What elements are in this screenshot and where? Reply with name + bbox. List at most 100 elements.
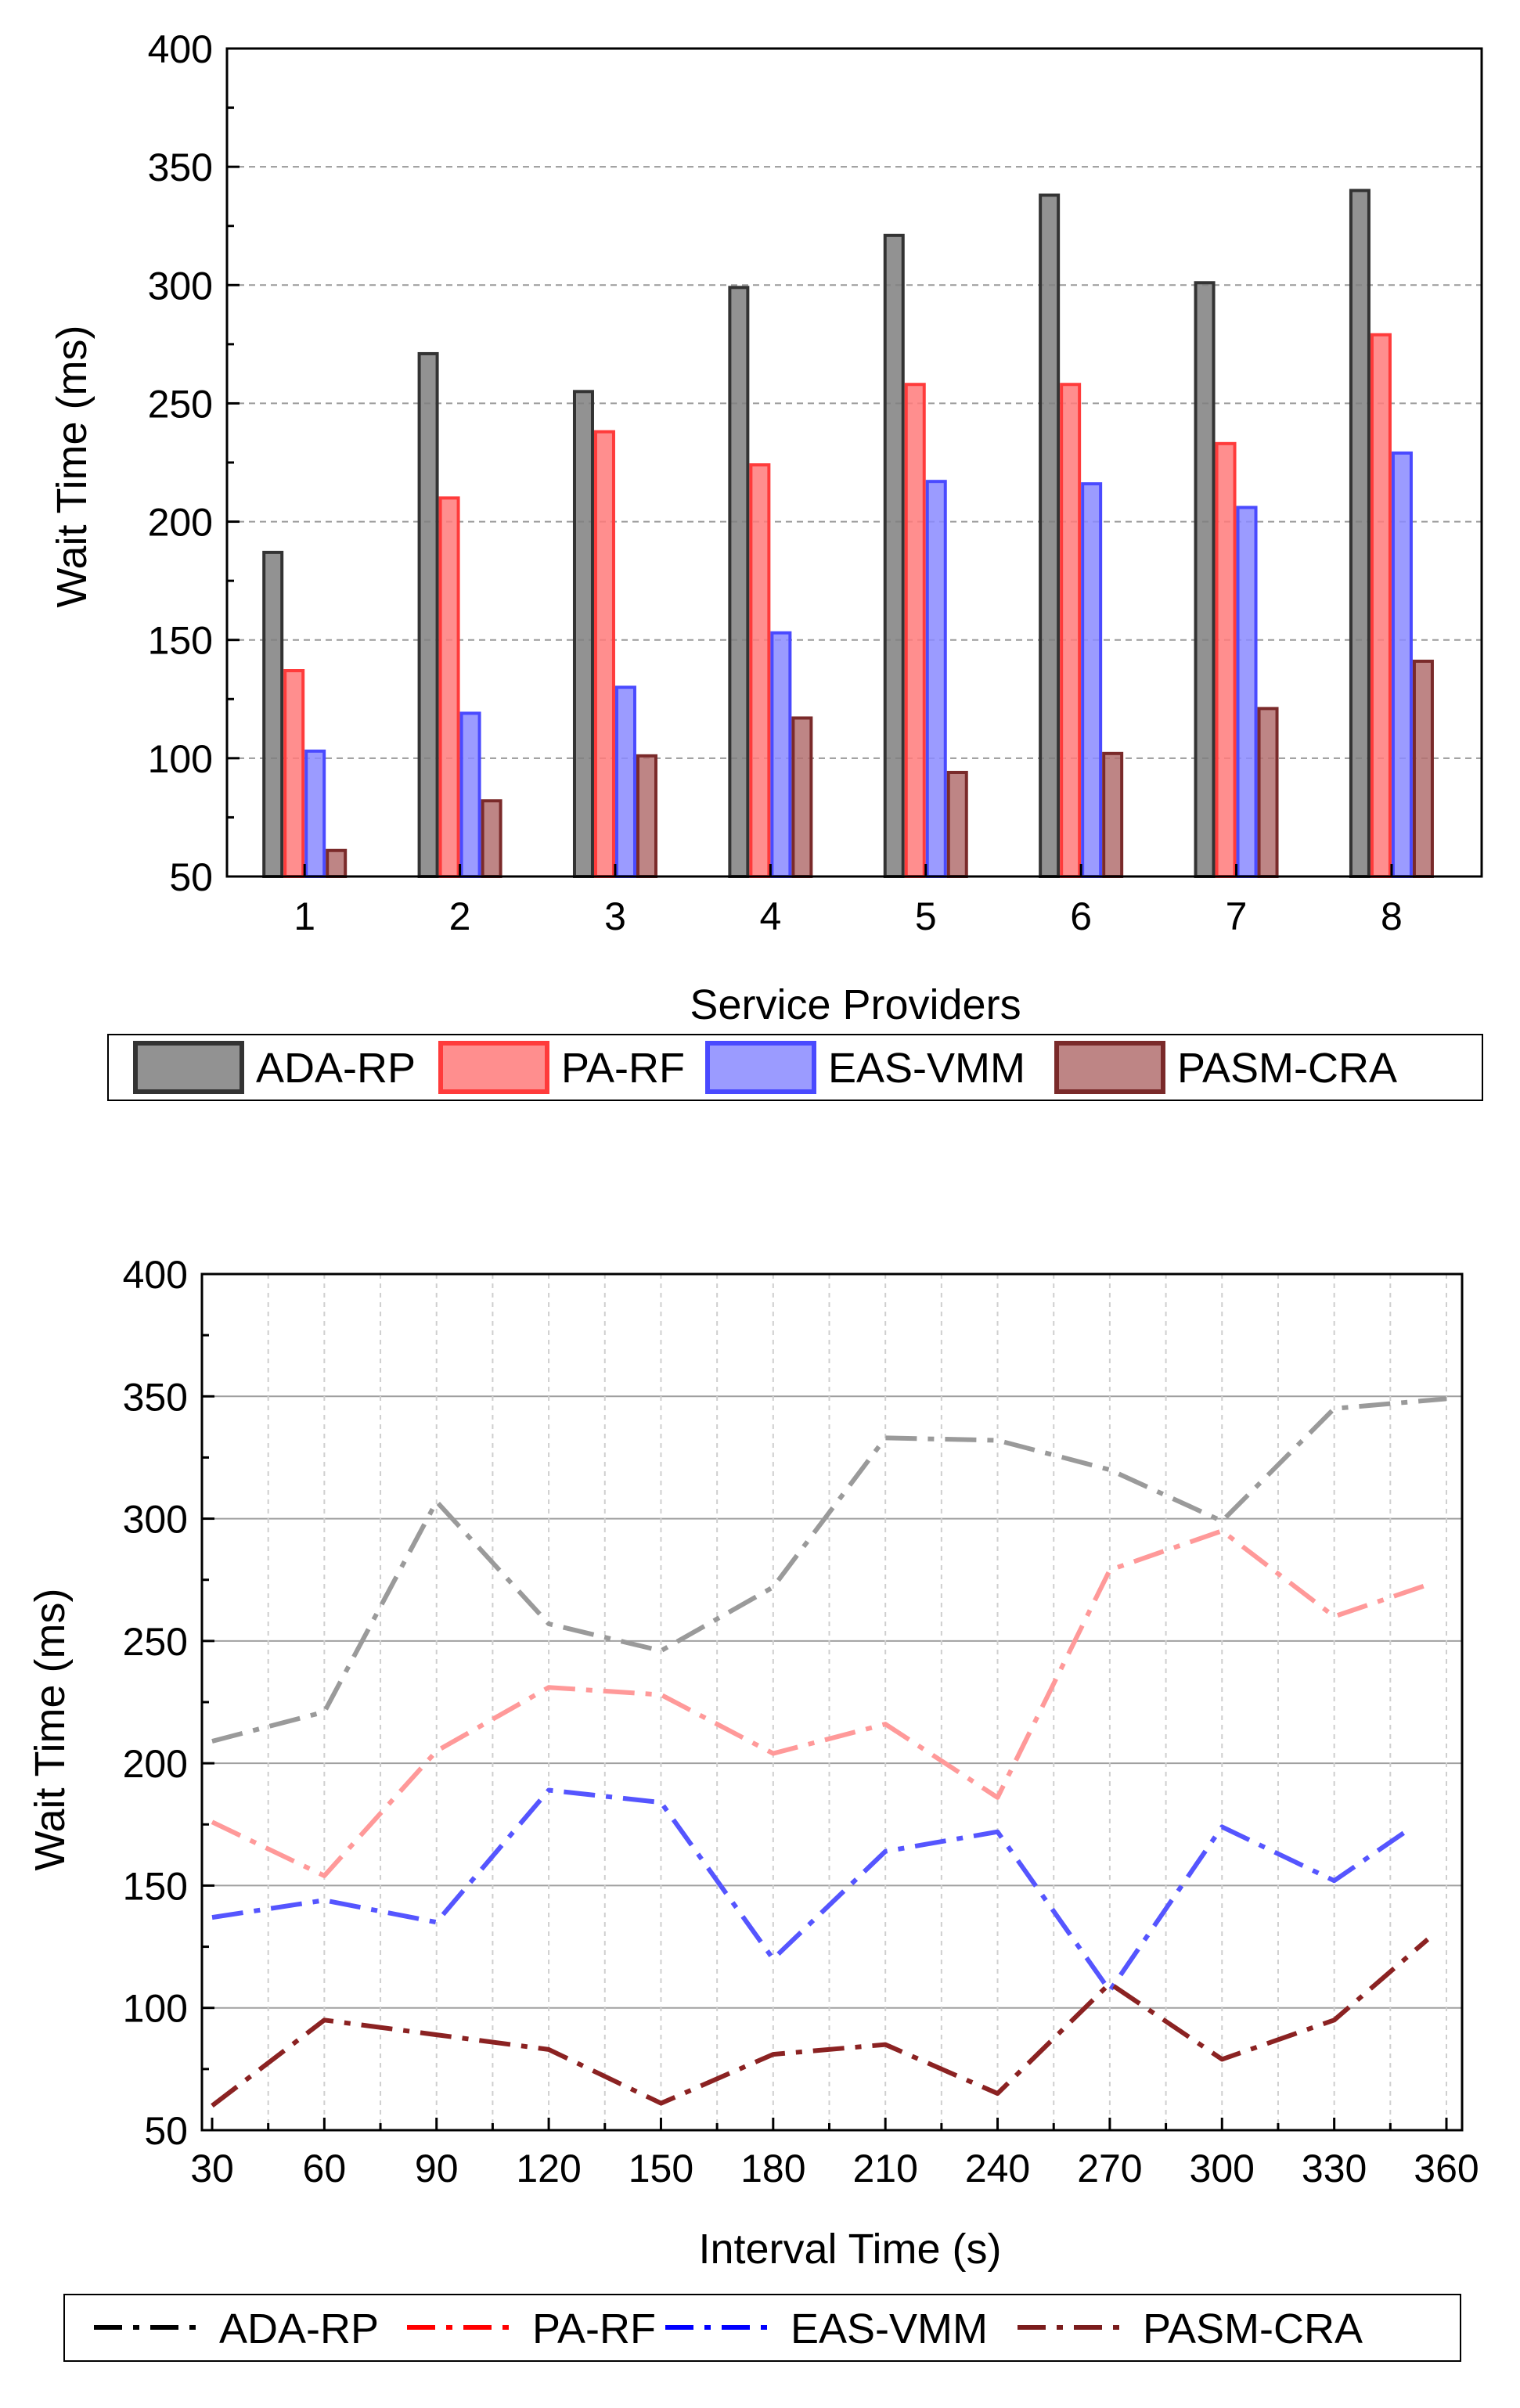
bar-y-tick-label: 300 [148,264,213,308]
bar-eas-vmm-7 [1236,506,1258,878]
line-legend-label: EAS-VMM [791,2305,988,2352]
bar-eas-vmm-3 [614,686,636,879]
bar-legend-label: PA-RF [561,1045,685,1092]
line-x-axis-title: Interval Time (s) [698,2226,1001,2273]
line-y-tick-label: 100 [123,1987,188,2031]
bar-x-ticks: 1 2 3 4 5 6 7 8 [294,864,1403,938]
line-series-pasm-cra [211,1937,1430,2108]
bar-legend-swatch-ada-rp [133,1041,244,1094]
line-legend-label: PASM-CRA [1143,2305,1363,2352]
line-y-tick-label: 150 [123,1864,188,1908]
bar-ada-rp-2 [417,351,439,879]
bar-y-tick-label: 200 [148,501,213,545]
bar-y-tick-label: 250 [148,382,213,426]
bar-pa-rf-6 [1060,383,1082,878]
bar-y-tick-label: 100 [148,737,213,781]
bar-pa-rf-3 [593,430,615,878]
bar-y-axis-title: Wait Time (ms) [49,326,95,608]
bar-pa-rf-5 [904,383,926,878]
bar-gridlines [227,166,1482,759]
bar-ada-rp-3 [572,390,594,879]
line-y-tick-label: 250 [123,1620,188,1664]
line-x-tick-label: 360 [1414,2147,1479,2190]
line-x-tick-label: 180 [740,2147,805,2190]
line-y-tick-label: 200 [123,1742,188,1786]
bar-ada-rp-4 [728,286,750,878]
bar-ada-rp-8 [1349,189,1371,879]
line-x-tick-label: 240 [965,2147,1030,2190]
bar-pa-rf-4 [749,463,771,878]
line-y-tick-label: 50 [144,2109,188,2153]
line-y-tick-label: 400 [123,1253,188,1297]
line-x-tick-label: 30 [190,2147,234,2190]
line-plot-frame [200,1272,1464,2132]
bar-marks [262,189,1434,879]
line-x-tick-label: 300 [1190,2147,1255,2190]
bar-pasm-cra-1 [326,848,348,878]
bar-ada-rp-6 [1039,193,1061,879]
bar-pasm-cra-7 [1257,707,1279,878]
bar-pa-rf-2 [438,496,460,878]
bar-legend-label: PASM-CRA [1177,1045,1397,1092]
bar-legend-label: EAS-VMM [828,1045,1025,1092]
line-x-tick-label: 150 [629,2147,693,2190]
bar-eas-vmm-4 [770,631,792,878]
line-y-tick-label: 300 [123,1498,188,1542]
line-x-tick-label: 270 [1077,2147,1142,2190]
bar-legend: ADA-RP PA-RF EAS-VMM PASM-CRA [107,1034,1483,1101]
bar-eas-vmm-8 [1391,451,1413,878]
line-x-tick-label: 90 [415,2147,459,2190]
bar-x-tick-label: 6 [1070,894,1092,938]
bar-x-axis-title: Service Providers [690,981,1021,1028]
bar-eas-vmm-6 [1081,482,1103,878]
line-series-eas-vmm [211,1787,1410,1993]
bar-plot-frame [225,47,1483,878]
bar-ada-rp-7 [1194,281,1216,878]
line-chart: 50 100 150 200 250 300 350 400 30 60 90 120 150 180 2… [27,1253,1479,2362]
bar-pasm-cra-3 [636,754,657,878]
bar-ada-rp-5 [883,233,905,878]
bar-x-tick-label: 3 [604,894,626,938]
line-series-ada-rp [211,1396,1447,1744]
bar-y-ticks: 50 100 150 200 250 300 350 400 [148,27,240,899]
line-legend-label: ADA-RP [219,2305,379,2352]
bar-y-tick-label: 350 [148,146,213,189]
line-x-tick-label: 60 [303,2147,347,2190]
line-y-axis-title: Wait Time (ms) [27,1589,74,1871]
bar-pasm-cra-5 [946,770,968,878]
line-legend: ADA-RP PA-RF EAS-VMM PASM-CRA [63,2294,1461,2362]
bar-pa-rf-1 [283,669,305,878]
bar-legend-label: ADA-RP [256,1045,416,1092]
line-series-pa-rf [211,1528,1429,1878]
bar-x-tick-label: 2 [449,894,471,938]
line-x-ticks: 30 60 90 120 150 180 210 240 270 300 330 360 [190,2118,1479,2190]
bar-pasm-cra-2 [481,799,502,878]
line-x-tick-label: 210 [852,2147,917,2190]
bar-chart: 50 100 150 200 250 300 350 400 1 2 3 4 5 6 7 8 Service… [49,27,1483,1101]
bar-pa-rf-7 [1215,441,1237,878]
line-gridlines [202,1274,1462,2130]
line-x-tick-label: 120 [516,2147,581,2190]
bar-eas-vmm-5 [925,480,947,878]
line-y-ticks: 50 100 150 200 250 300 350 400 [123,1253,214,2153]
bar-x-tick-label: 7 [1226,894,1248,938]
bar-y-tick-label: 50 [169,855,213,899]
line-legend-label: PA-RF [532,2305,656,2352]
bar-x-tick-label: 5 [915,894,937,938]
bar-x-tick-label: 8 [1381,894,1403,938]
bar-pasm-cra-4 [791,716,813,878]
bar-legend-swatch-pa-rf [438,1041,549,1094]
bar-pasm-cra-8 [1412,659,1434,878]
bar-legend-swatch-pasm-cra [1054,1041,1165,1094]
bar-y-tick-label: 400 [148,27,213,71]
bar-ada-rp-1 [262,550,284,879]
line-y-tick-label: 350 [123,1375,188,1419]
bar-x-tick-label: 1 [294,894,315,938]
bar-y-tick-label: 150 [148,619,213,663]
bar-x-tick-label: 4 [759,894,781,938]
line-series [211,1396,1447,2108]
bar-eas-vmm-2 [459,711,481,878]
bar-pasm-cra-6 [1102,751,1124,878]
bar-pa-rf-8 [1370,333,1392,879]
